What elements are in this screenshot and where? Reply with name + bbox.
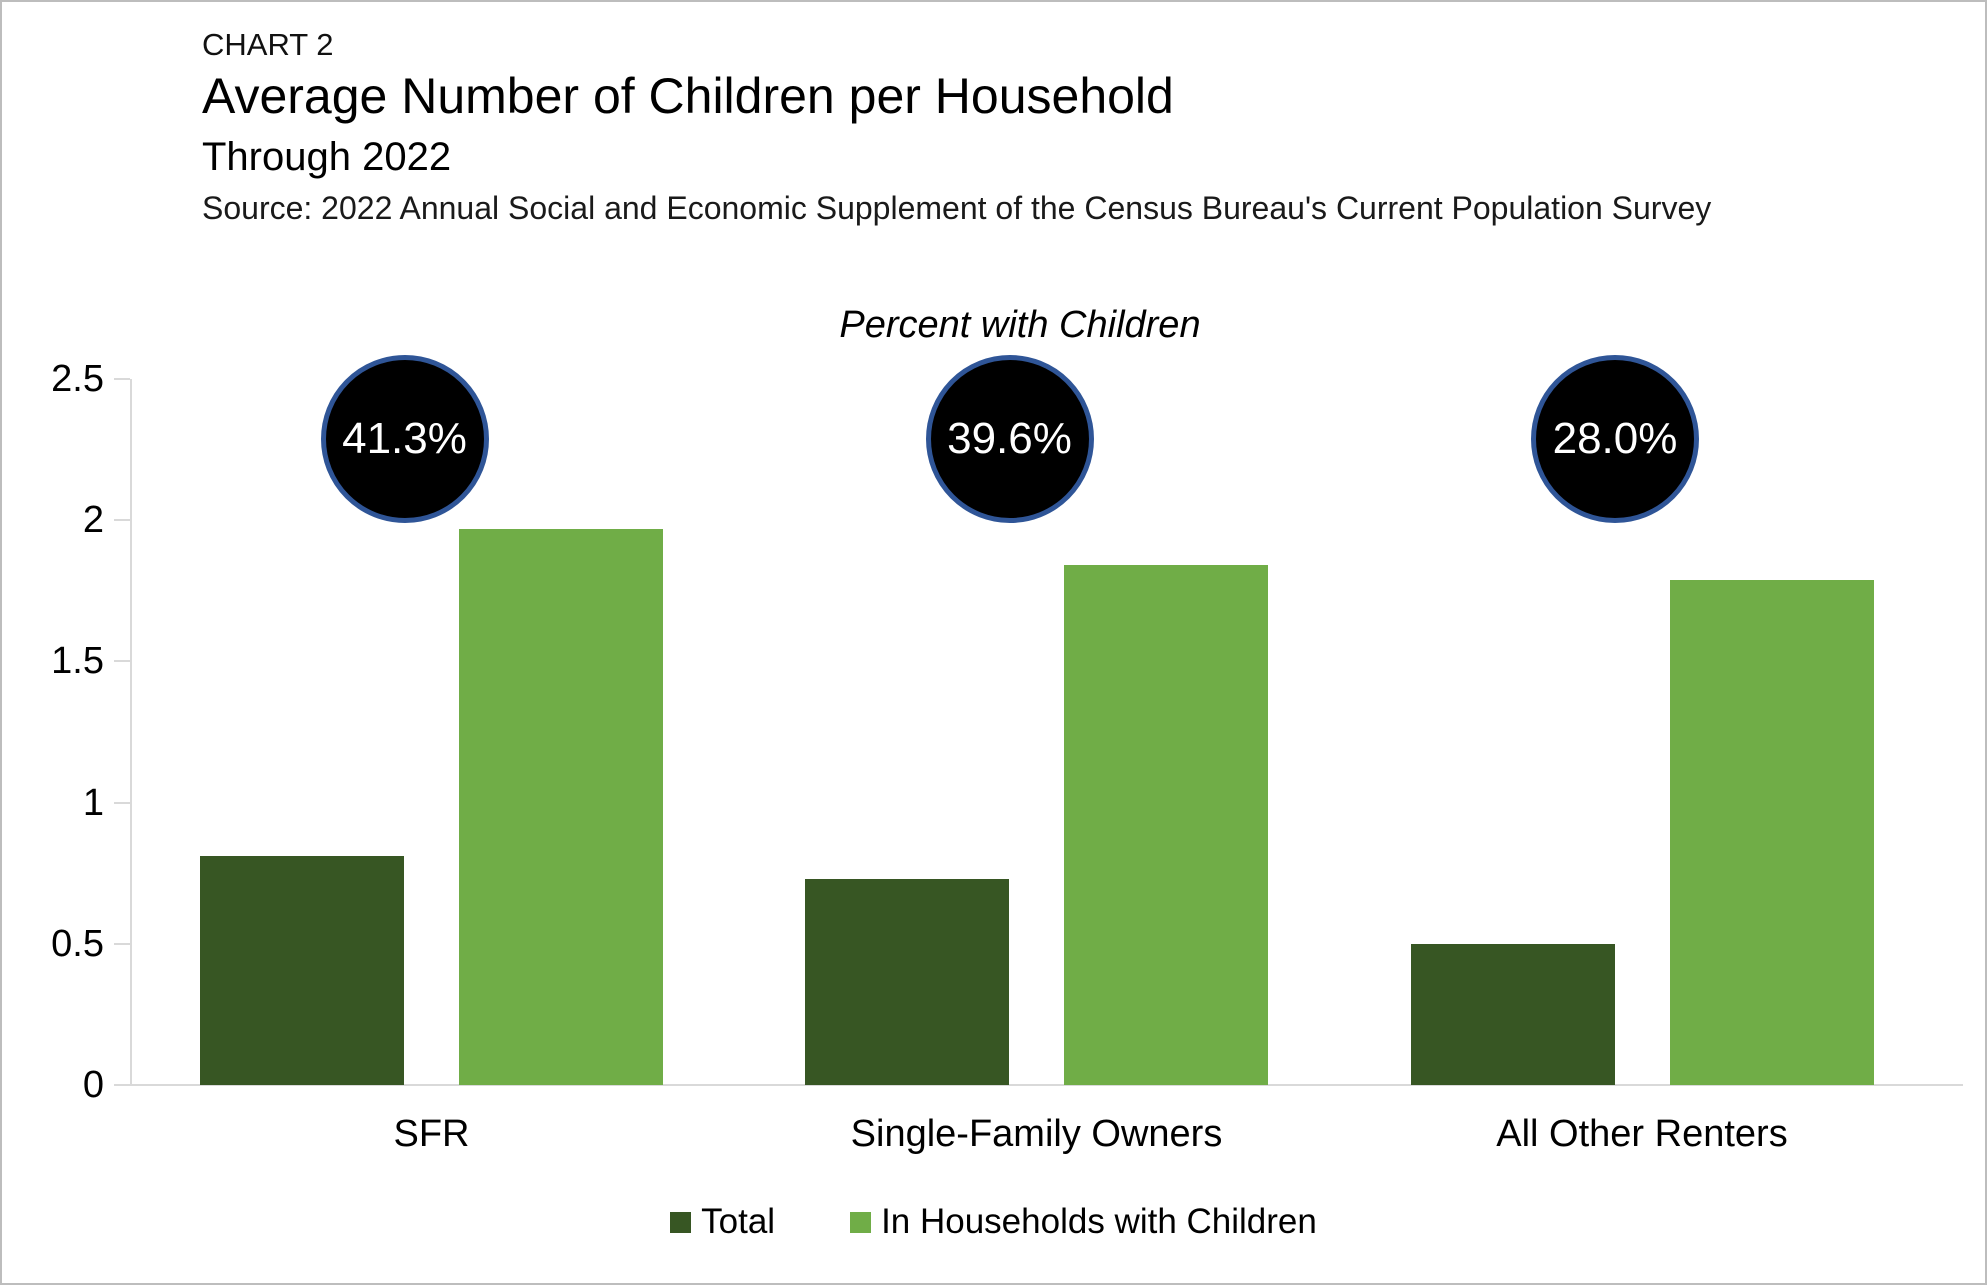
x-axis-label-sfr: SFR: [393, 1113, 470, 1155]
legend-label: Total: [701, 1202, 776, 1241]
chart-kicker: CHART 2: [202, 27, 334, 62]
percent-circle-single-family-owners: 39.6%: [925, 355, 1094, 523]
chart-title: Average Number of Children per Household: [202, 68, 1174, 124]
y-axis-tick: [114, 1084, 130, 1086]
legend-swatch-in-households-with-children: [850, 1211, 872, 1233]
bar-total-all-other-renters: [1410, 943, 1615, 1085]
y-axis-tick-label: 0.5: [51, 922, 104, 965]
annotation-title: Percent with Children: [839, 304, 1201, 346]
bar-in-households-with-children-single-family-owners: [1064, 565, 1268, 1085]
y-axis-tick-label: 2.5: [51, 358, 104, 400]
bar-in-households-with-children-all-other-renters: [1669, 579, 1874, 1085]
legend-item-total: Total: [670, 1200, 775, 1244]
y-axis-tick-label: 1.5: [51, 640, 104, 683]
chart-subtitle: Through 2022: [202, 135, 452, 179]
legend-item-in-households-with-children: In Households with Children: [850, 1200, 1317, 1244]
bar-in-households-with-children-sfr: [459, 528, 663, 1085]
y-axis-tick-label: 1: [82, 781, 104, 824]
y-axis-tick-label: 0: [82, 1064, 104, 1106]
percent-circle-sfr: 41.3%: [320, 355, 489, 523]
bar-total-sfr: [200, 856, 404, 1085]
legend-label: In Households with Children: [881, 1202, 1317, 1241]
x-axis-line: [114, 1084, 1963, 1086]
y-axis-tick: [114, 519, 130, 522]
y-axis-tick-label: 2: [82, 499, 104, 542]
y-axis-line: [130, 379, 132, 1085]
y-axis-tick: [114, 801, 130, 804]
chart-source: Source: 2022 Annual Social and Economic …: [202, 190, 1712, 226]
percent-circle-all-other-renters: 28.0%: [1531, 355, 1699, 523]
y-axis-tick: [114, 378, 130, 380]
bar-total-single-family-owners: [805, 878, 1009, 1085]
legend: Total In Households with Children: [2, 1200, 1985, 1244]
x-axis-label-all-other-renters: All Other Renters: [1496, 1113, 1788, 1155]
legend-swatch-total: [670, 1211, 692, 1233]
y-axis-tick: [114, 942, 130, 945]
y-axis-tick: [114, 660, 130, 663]
x-axis-label-single-family-owners: Single-Family Owners: [850, 1113, 1223, 1155]
